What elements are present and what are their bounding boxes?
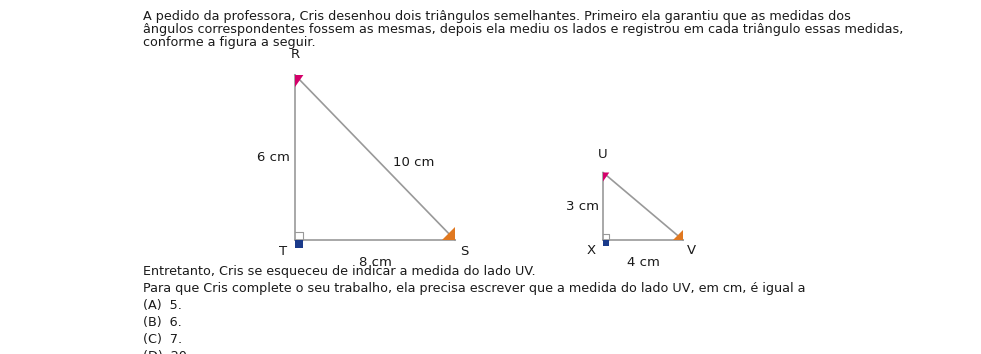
Text: S: S: [460, 245, 468, 258]
Text: Para que Cris complete o seu trabalho, ela precisa escrever que a medida do lado: Para que Cris complete o seu trabalho, e…: [143, 282, 805, 295]
Polygon shape: [603, 172, 609, 182]
Text: X: X: [587, 244, 596, 257]
Polygon shape: [295, 75, 303, 87]
Text: 4 cm: 4 cm: [627, 256, 659, 269]
Bar: [295, 240, 303, 248]
Text: 8 cm: 8 cm: [359, 256, 391, 269]
Text: Entretanto, Cris se esqueceu de indicar a medida do lado UV.: Entretanto, Cris se esqueceu de indicar …: [143, 265, 536, 278]
Polygon shape: [442, 227, 455, 240]
Text: conforme a figura a seguir.: conforme a figura a seguir.: [143, 36, 316, 49]
Text: T: T: [279, 245, 287, 258]
Text: V: V: [687, 244, 697, 257]
Bar: [603, 240, 609, 246]
Text: ângulos correspondentes fossem as mesmas, depois ela mediu os lados e registrou : ângulos correspondentes fossem as mesmas…: [143, 23, 904, 36]
Text: (C)  7.: (C) 7.: [143, 333, 182, 346]
Text: 10 cm: 10 cm: [393, 156, 435, 169]
Text: R: R: [290, 48, 299, 61]
Text: 3 cm: 3 cm: [566, 200, 599, 213]
Text: (A)  5.: (A) 5.: [143, 299, 181, 312]
Text: A pedido da professora, Cris desenhou dois triângulos semelhantes. Primeiro ela : A pedido da professora, Cris desenhou do…: [143, 10, 851, 23]
Polygon shape: [673, 230, 683, 240]
Text: 6 cm: 6 cm: [257, 151, 289, 164]
Text: (B)  6.: (B) 6.: [143, 316, 181, 329]
Text: U: U: [598, 148, 608, 160]
Text: (D)  20.: (D) 20.: [143, 350, 191, 354]
